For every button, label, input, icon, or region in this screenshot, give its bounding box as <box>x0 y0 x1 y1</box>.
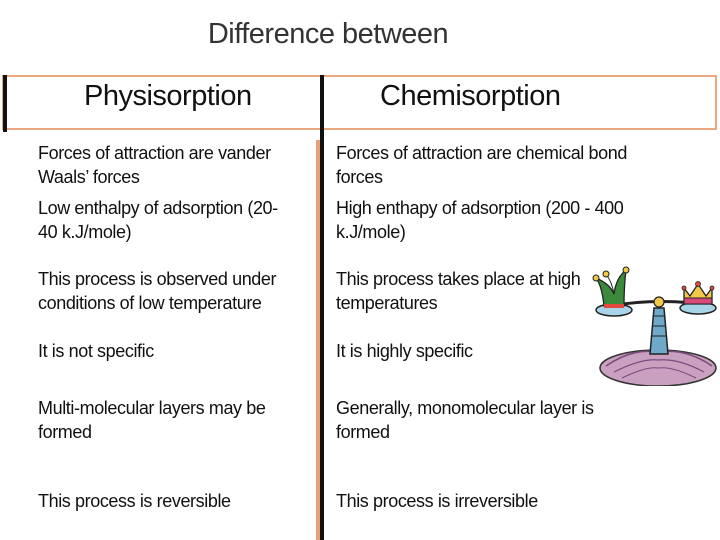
physisorption-cell: This process is observed under condition… <box>38 269 277 313</box>
chemisorption-cell: High enthapy of adsorption (200 - 400 k.… <box>336 198 624 242</box>
chemisorption-cell: Generally, monomolecular layer is formed <box>336 398 594 442</box>
chemisorption-cell: It is highly specific <box>336 341 473 361</box>
chemisorption-heading: Chemisorption <box>380 80 561 112</box>
physisorption-heading: Physisorption <box>84 80 252 112</box>
physisorption-cell: It is not specific <box>38 341 154 361</box>
physisorption-cell: Multi-molecular layers may be formed <box>38 398 266 442</box>
column-divider-shadow <box>316 140 320 540</box>
column-divider <box>320 75 324 540</box>
chemisorption-cell: This process is irreversible <box>336 491 538 511</box>
chemisorption-cell: Forces of attraction are chemical bond f… <box>336 143 627 187</box>
chemisorption-cell: This process takes place at high tempera… <box>336 269 581 313</box>
page-title: Difference between <box>207 18 449 50</box>
physisorption-cell: Low enthalpy of adsorption (20- 40 k.J/m… <box>38 198 278 242</box>
left-border <box>3 75 7 132</box>
physisorption-cell: Forces of attraction are vander Waals’ f… <box>38 143 271 187</box>
physisorption-cell: This process is reversible <box>38 491 231 511</box>
balance-scale-jester-icon <box>592 266 717 386</box>
